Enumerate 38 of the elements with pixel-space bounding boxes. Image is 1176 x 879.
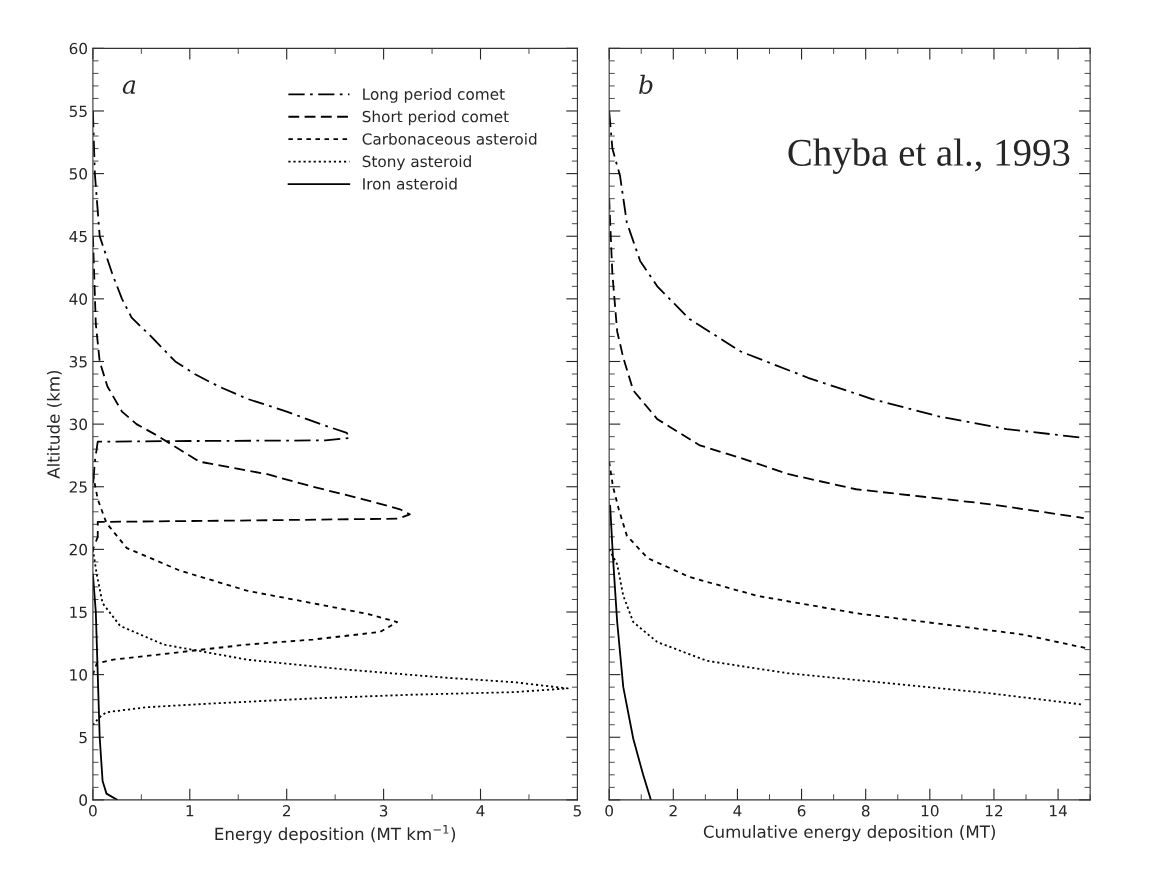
x-tick-label: 14 (1050, 805, 1067, 817)
y-tick-label: 10 (70, 669, 88, 681)
legend-label: Short period comet (362, 110, 509, 126)
y-tick-label: 5 (79, 731, 87, 744)
y-tick-label: 30 (69, 418, 88, 431)
x-tick-label: 0 (605, 805, 614, 817)
x-tick-label: 8 (861, 805, 870, 817)
legend-label: Long period comet (363, 88, 505, 103)
y-tick-label: 25 (69, 481, 87, 493)
x-tick-label: 3 (379, 805, 388, 817)
y-tick-label: 60 (69, 42, 88, 55)
legend-label: Iron asteroid (363, 177, 457, 190)
x-tick-label: 6 (797, 805, 806, 817)
y-axis-title: Altitude (km) (46, 370, 62, 479)
y-tick-label: 35 (69, 355, 87, 368)
x-tick-label: 2 (282, 805, 291, 817)
y-tick-label: 40 (69, 293, 88, 305)
x-tick-label: 4 (733, 805, 742, 817)
y-tick-label: 50 (69, 168, 88, 180)
legend-label: Carbonaceous asteroid (362, 132, 537, 145)
x-tick-label: 12 (985, 805, 1003, 817)
x-tick-label: 1 (186, 805, 194, 817)
annotation: a (122, 80, 136, 94)
y-tick-label: 55 (69, 105, 87, 117)
x-tick-label: 0 (89, 805, 97, 817)
x-tick-label: 10 (921, 805, 939, 817)
annotation: b (639, 74, 653, 94)
annotation: Chyba et al., 1993 (788, 138, 1070, 174)
legend-label: Stony asteroid (362, 155, 471, 171)
x-tick-label: 4 (476, 805, 485, 817)
x-axis-title: Energy deposition (MT km$^{−1}$) (215, 825, 456, 844)
y-tick-label: 20 (69, 543, 88, 556)
x-axis-title: Cumulative energy deposition (MT) (703, 825, 995, 842)
y-tick-label: 45 (69, 230, 87, 243)
y-tick-label: 0 (79, 794, 88, 806)
x-tick-label: 2 (669, 805, 677, 817)
y-tick-label: 15 (70, 606, 87, 619)
x-tick-label: 5 (573, 805, 581, 817)
